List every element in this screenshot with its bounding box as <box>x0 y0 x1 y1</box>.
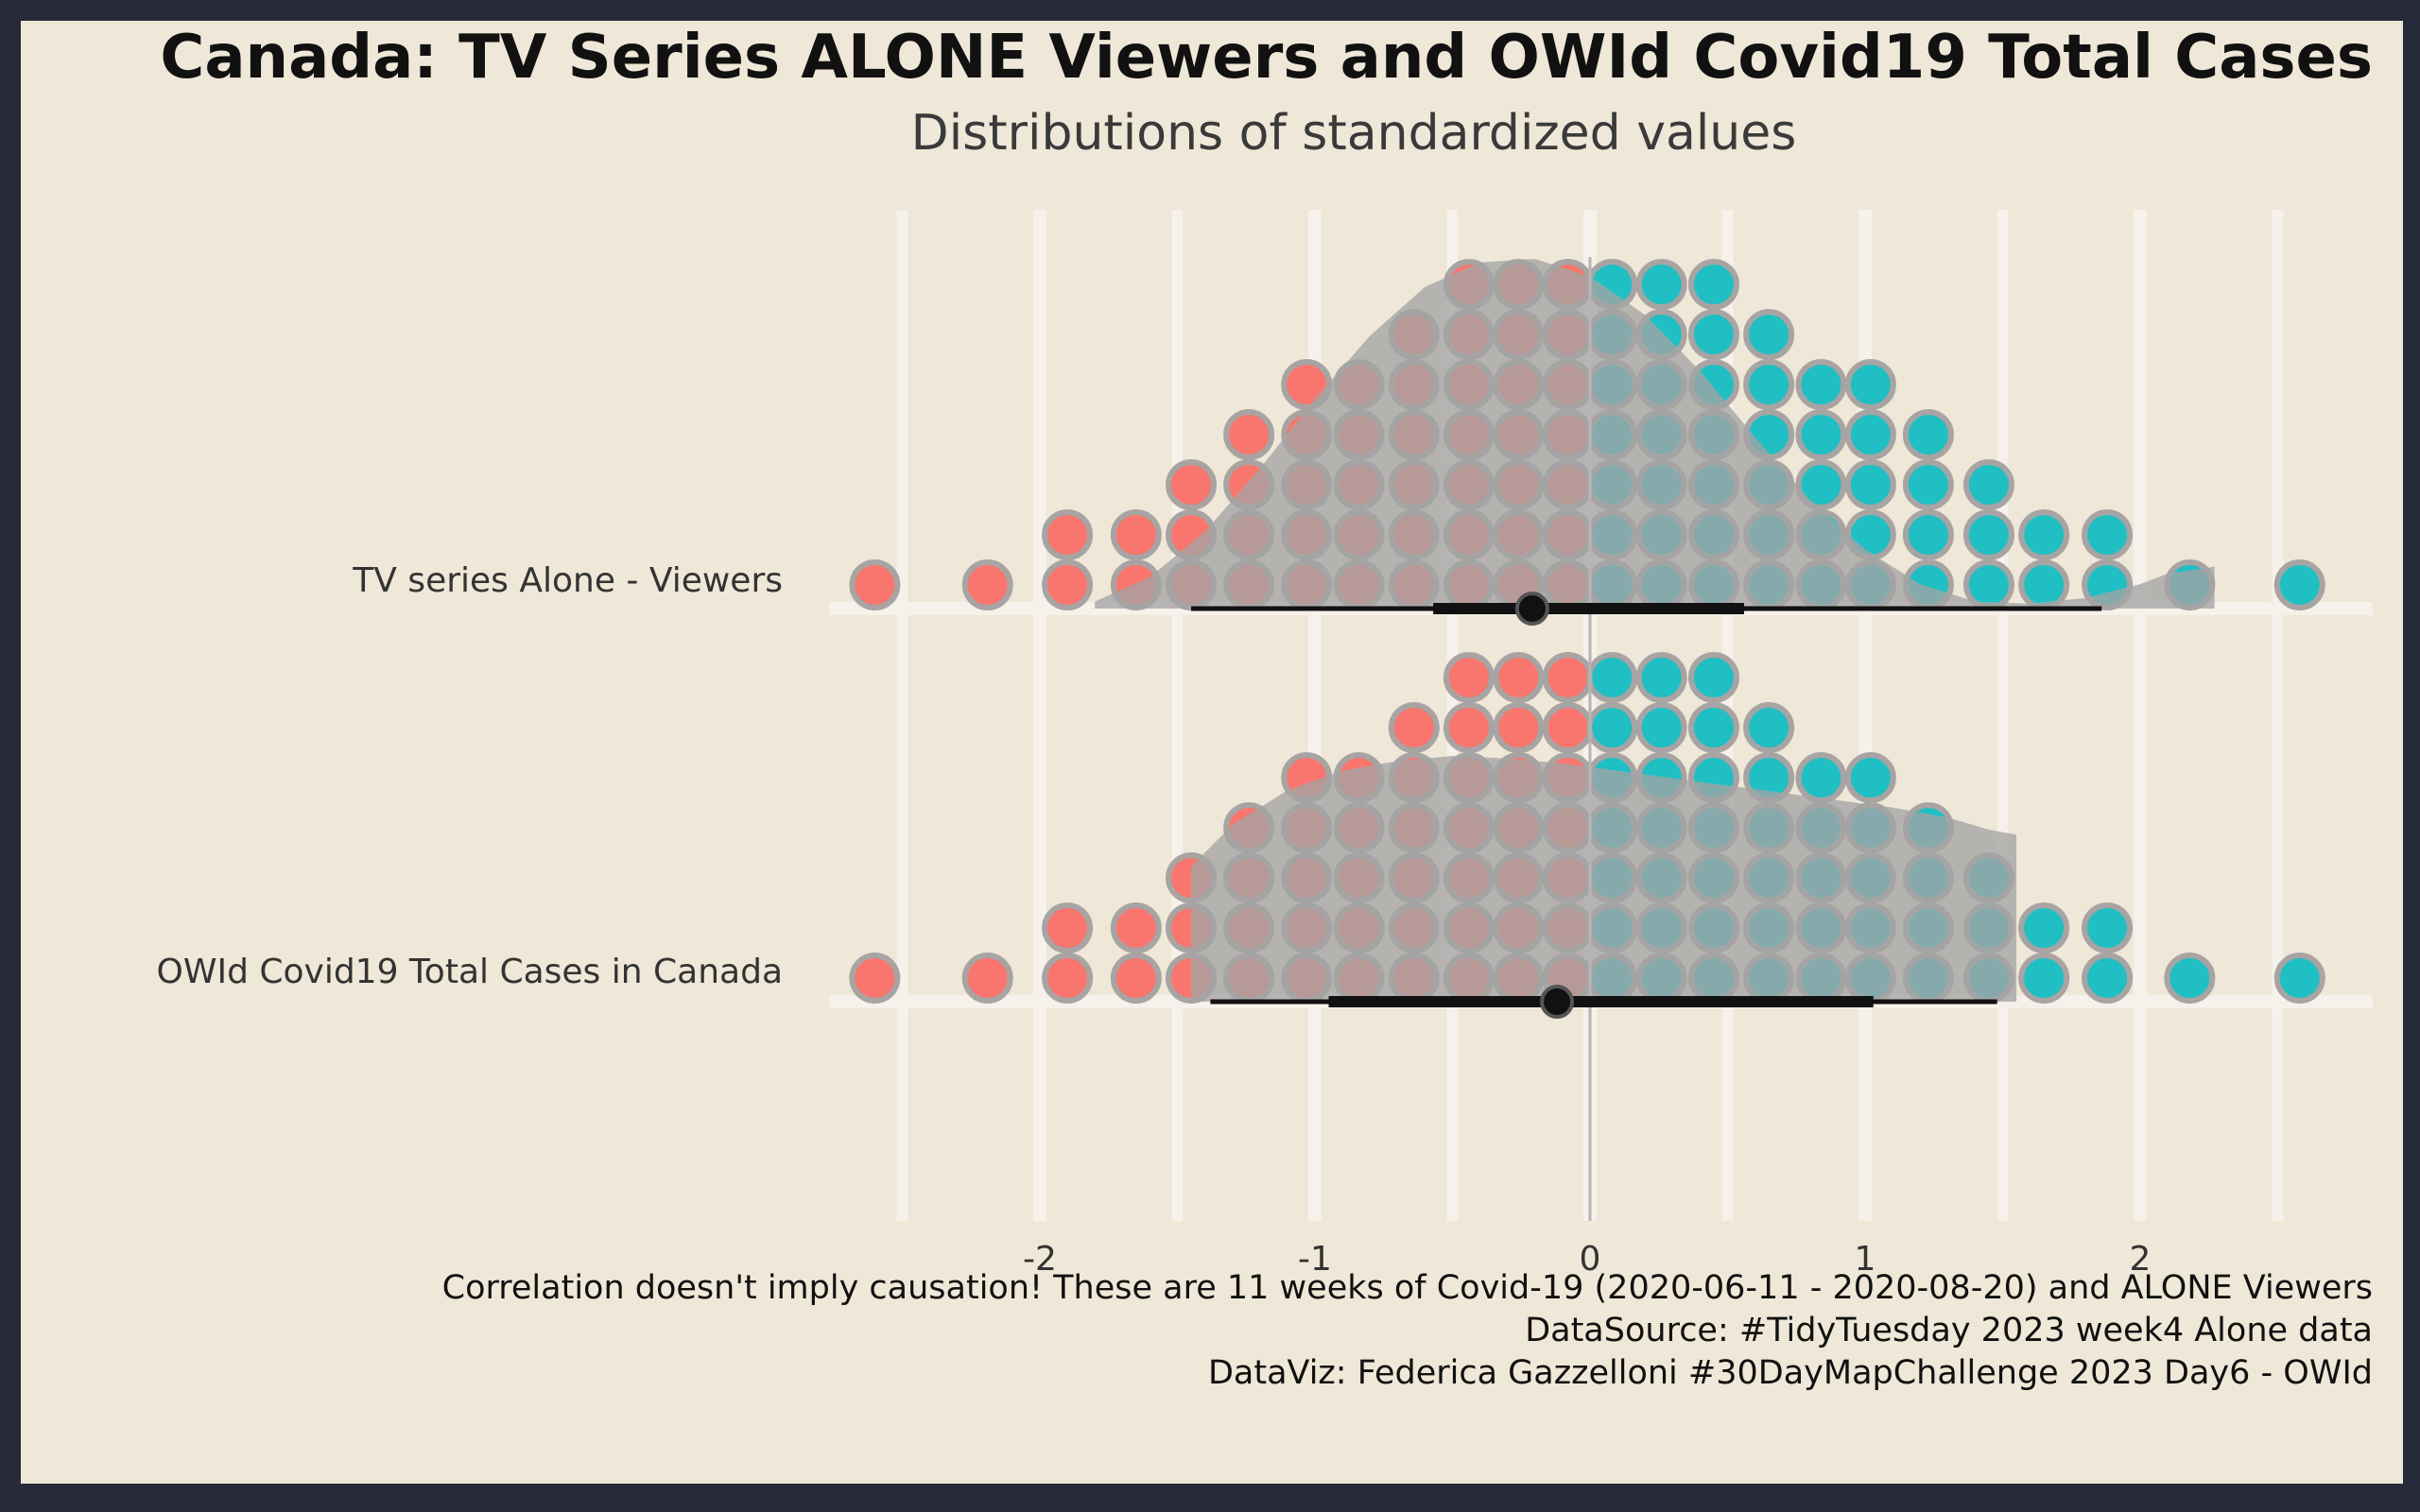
dot <box>2164 953 2216 1004</box>
dot <box>1110 902 1162 954</box>
dot <box>1795 752 1847 803</box>
dot <box>1493 702 1545 753</box>
dot <box>2082 509 2134 560</box>
dot <box>1635 652 1687 703</box>
dot <box>961 953 1013 1004</box>
point-estimate <box>1514 592 1549 626</box>
dot <box>2018 902 2070 954</box>
dot <box>1795 409 1847 460</box>
dot <box>1687 259 1739 310</box>
y-label-viewers: TV series Alone - Viewers <box>352 561 783 600</box>
dot <box>1635 702 1687 753</box>
dot <box>1844 359 1896 410</box>
density-slab <box>1095 259 2215 609</box>
dot <box>1542 652 1594 703</box>
density-layer <box>1095 257 2215 1221</box>
dot <box>1586 702 1638 753</box>
dot <box>961 559 1013 610</box>
chart-title: Canada: TV Series ALONE Viewers and OWId… <box>160 23 2373 93</box>
dot <box>1223 409 1275 460</box>
dot <box>1962 509 2014 560</box>
point-estimate <box>1540 985 1575 1019</box>
dot <box>1042 953 1094 1004</box>
dot <box>1844 459 1896 510</box>
x-tick-label: 2 <box>2130 1240 2152 1279</box>
dot <box>1042 902 1094 954</box>
dot <box>1443 652 1495 703</box>
x-tick-label: 0 <box>1580 1240 1601 1279</box>
dot <box>1962 459 2014 510</box>
dot <box>1902 409 1954 460</box>
dot <box>1493 652 1545 703</box>
x-tick-label: -2 <box>1023 1240 1057 1279</box>
dot <box>1042 509 1094 560</box>
dot <box>1388 702 1440 753</box>
dot <box>1743 359 1795 410</box>
dot <box>2018 953 2070 1004</box>
dot <box>1902 459 1954 510</box>
dot <box>1635 259 1687 310</box>
dot <box>1743 702 1795 753</box>
dot <box>2082 953 2134 1004</box>
dot <box>2018 509 2070 560</box>
dot <box>2273 953 2325 1004</box>
dot <box>1795 459 1847 510</box>
dot <box>1844 752 1896 803</box>
dot <box>849 559 901 610</box>
density-slab <box>1191 756 2017 1002</box>
x-tick-label: -1 <box>1298 1240 1332 1279</box>
dot <box>1902 509 1954 560</box>
chart: Canada: TV Series ALONE Viewers and OWId… <box>157 23 2373 1392</box>
dot <box>1110 953 1162 1004</box>
dot <box>1042 559 1094 610</box>
dot <box>1443 702 1495 753</box>
caption-line-2: DataSource: #TidyTuesday 2023 week4 Alon… <box>1525 1312 2373 1349</box>
dot <box>1844 409 1896 460</box>
caption-line-3: DataViz: Federica Gazzelloni #30DayMapCh… <box>1208 1354 2373 1392</box>
dot <box>1110 509 1162 560</box>
dot <box>1687 652 1739 703</box>
dot <box>2082 902 2134 954</box>
y-label-covid: OWId Covid19 Total Cases in Canada <box>157 953 783 991</box>
dot <box>1687 702 1739 753</box>
dot <box>1586 652 1638 703</box>
dot <box>1962 559 2014 610</box>
dot <box>2273 559 2325 610</box>
dot <box>1166 459 1218 510</box>
dot <box>1743 309 1795 360</box>
x-tick-labels: -2 -1 0 1 2 <box>1023 1240 2151 1279</box>
dot <box>849 953 901 1004</box>
interval-layer <box>1191 592 2102 1019</box>
caption-line-1: Correlation doesn't imply causation! The… <box>442 1269 2373 1307</box>
chart-subtitle: Distributions of standardized values <box>911 105 1797 162</box>
dot <box>1542 702 1594 753</box>
dot <box>1795 359 1847 410</box>
dot <box>1687 309 1739 360</box>
x-tick-label: 1 <box>1855 1240 1876 1279</box>
chart-panel: Canada: TV Series ALONE Viewers and OWId… <box>21 21 2403 1484</box>
